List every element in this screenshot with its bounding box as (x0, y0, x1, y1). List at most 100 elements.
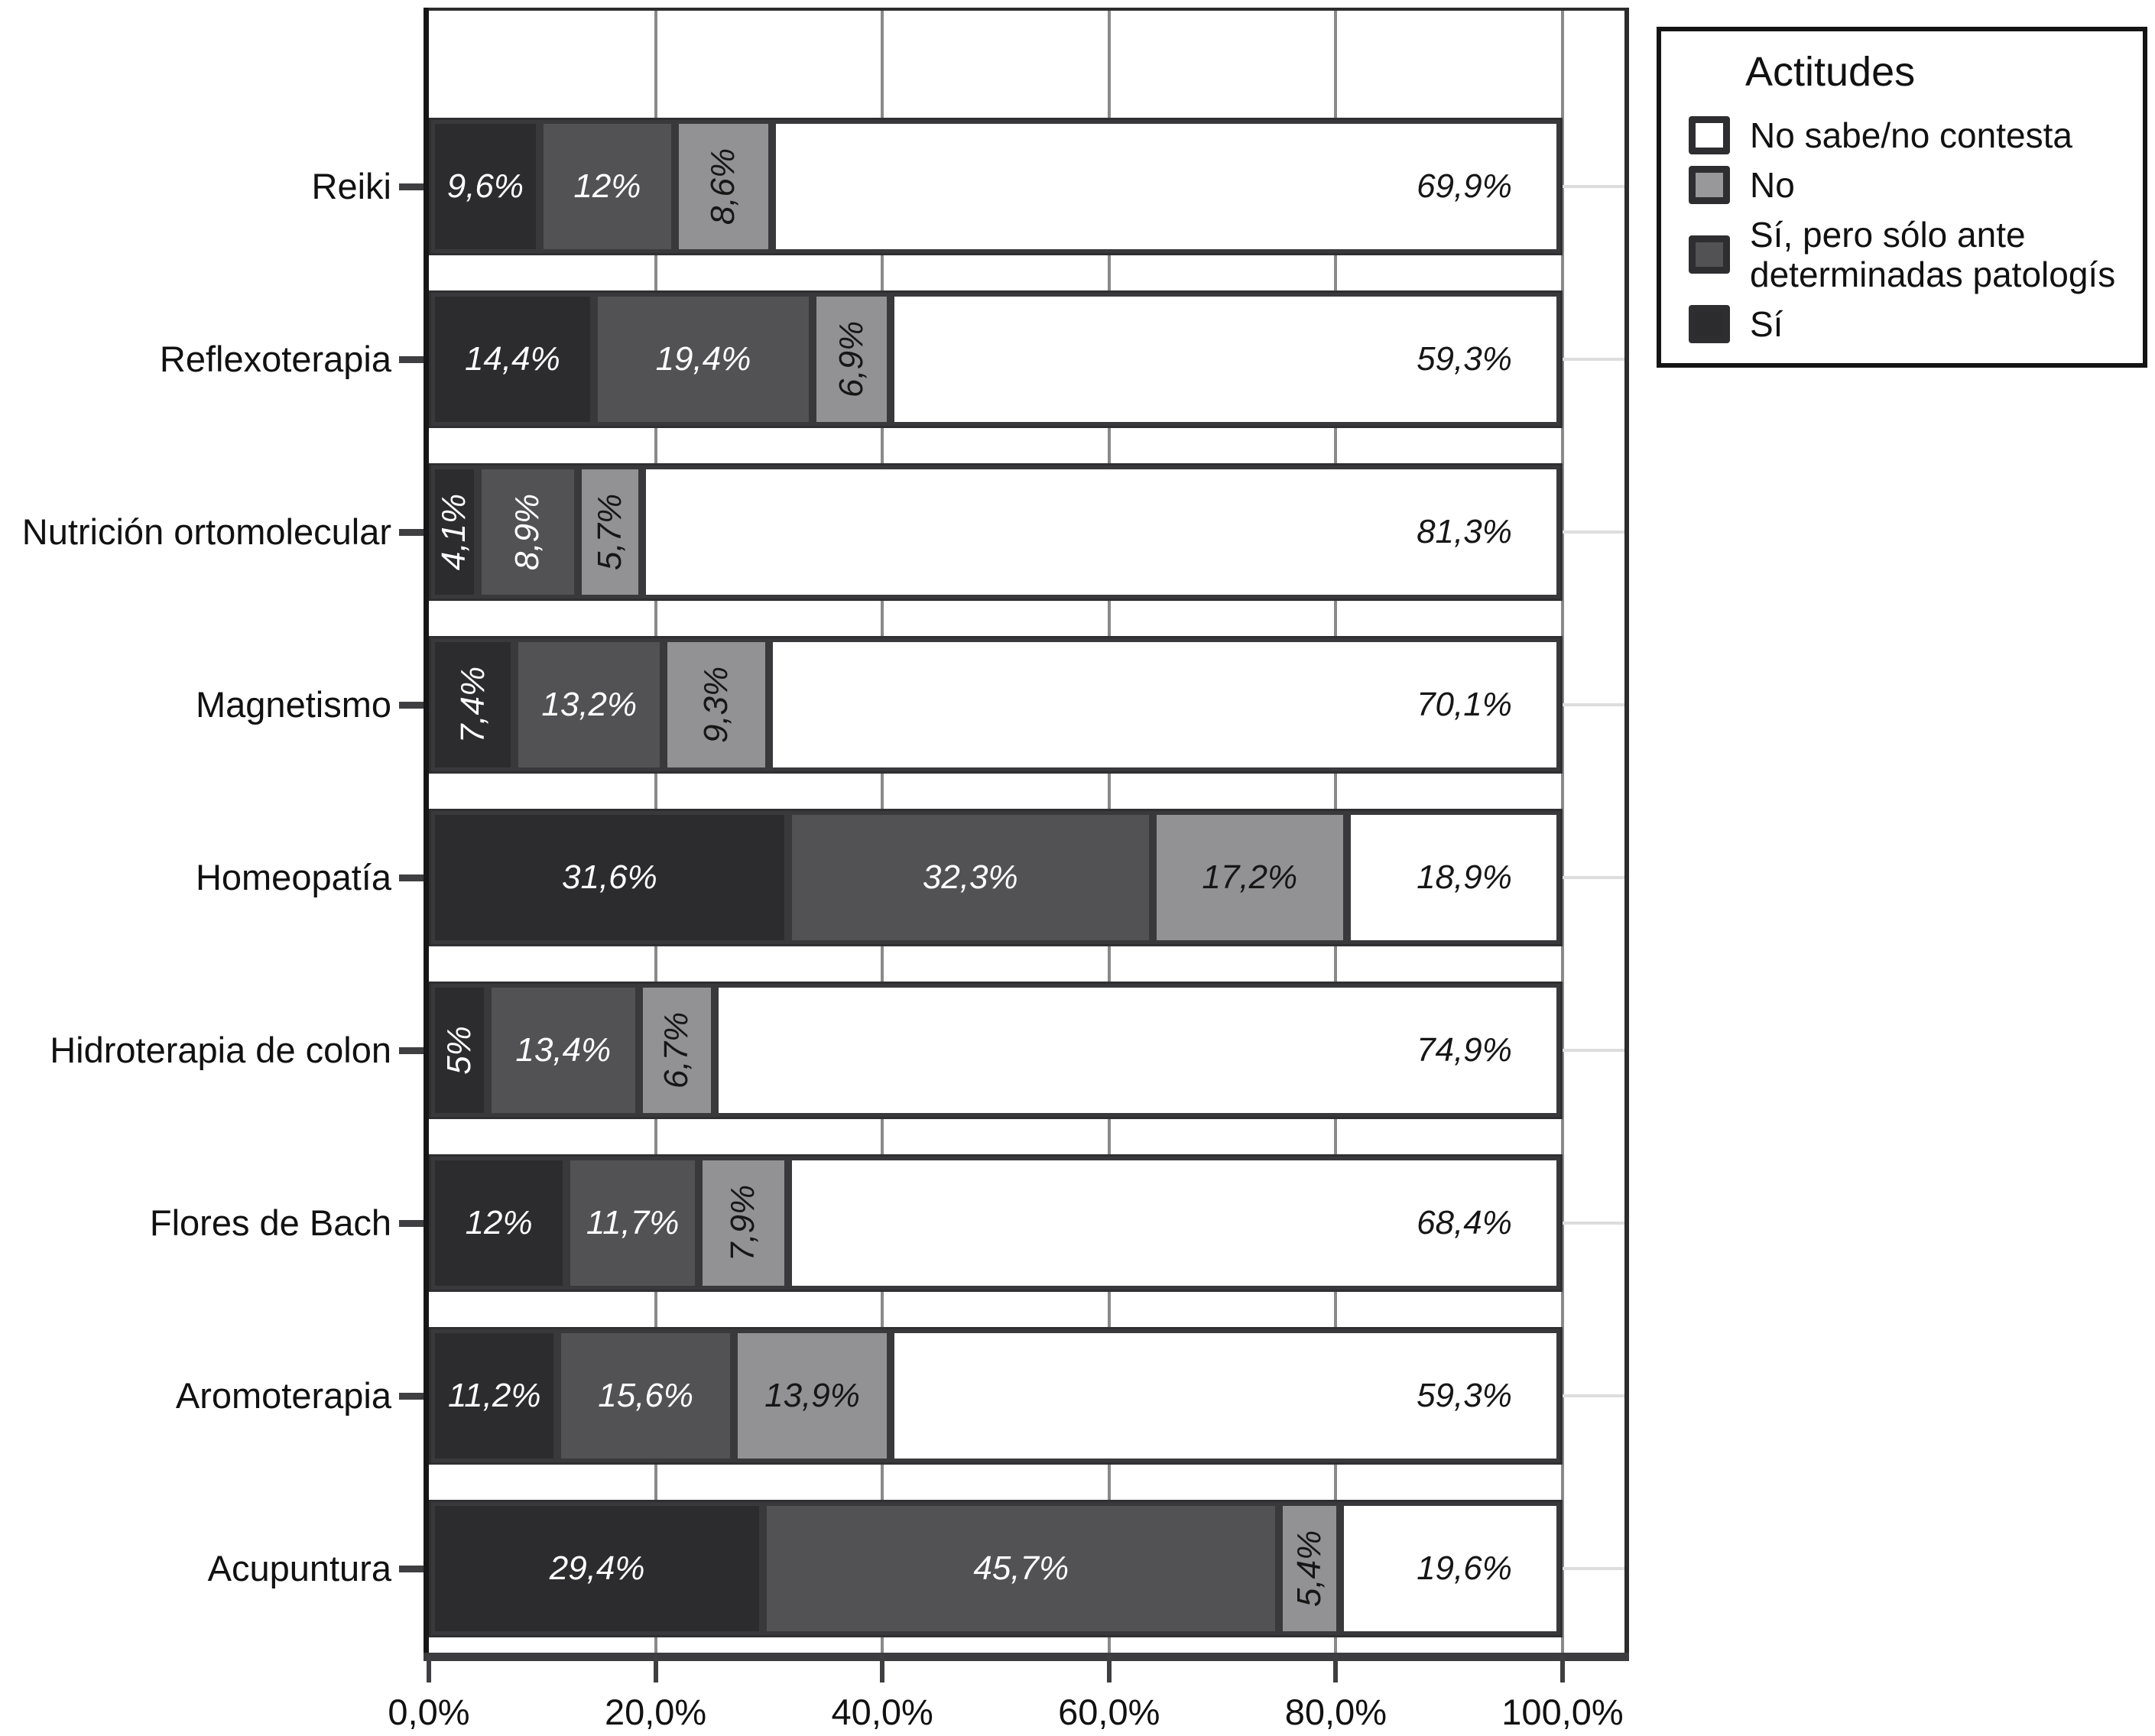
y-tick (399, 874, 424, 881)
x-tick-0-percent (427, 1655, 431, 1682)
plot-area: 9,6% 12% 8,6% 69,9% 14,4% 19,4% 6,9% 59,3% 4,1% 8… (429, 8, 1629, 1653)
legend-swatch-no-sabe-no-contesta (1689, 116, 1730, 154)
segment-value-label: 6,7% (657, 1011, 696, 1089)
segment-value-label: 11,2% (447, 1377, 541, 1414)
segment-value-label: 17,2% (1202, 858, 1298, 896)
segment-value-label: 19,4% (655, 340, 751, 378)
legend-label: Sí (1750, 304, 1783, 344)
segment-si-nutricion-ortomolecular: 4,1% (431, 466, 478, 599)
y-tick (399, 702, 424, 709)
segment-value-label: 9,3% (696, 666, 735, 744)
segment-value-label: 29,4% (549, 1549, 645, 1587)
segment-nsnc-nutricion-ortomolecular (642, 466, 1560, 599)
legend-label: No (1750, 165, 1795, 205)
segment-value-label: 81,3% (1417, 513, 1512, 550)
row-hairline (1563, 358, 1624, 361)
segment-no-acupuntura: 5,4% (1279, 1502, 1340, 1635)
segment-value-label: 14,4% (464, 340, 560, 378)
segment-nsnc-reiki (772, 120, 1560, 253)
y-tick (399, 529, 424, 536)
segment-si-reiki: 9,6% (431, 120, 540, 253)
legend-item-si-solo-determinadas: Sí, pero sólo ante determinadas patologí… (1689, 215, 2129, 294)
x-tick-20-percent (653, 1655, 658, 1682)
segment-value-label: 7,4% (453, 666, 492, 744)
segment-nsnc-flores-de-bach (787, 1157, 1560, 1290)
row-hairline (1563, 531, 1624, 534)
category-label-magnetismo: Magnetismo (196, 684, 391, 725)
y-tick (399, 1393, 424, 1400)
segment-si-solo-reflexoterapia: 19,4% (593, 293, 813, 426)
x-tick-label-0-percent: 0,0% (388, 1692, 470, 1732)
legend-swatch-no (1689, 166, 1730, 204)
segment-value-label: 70,1% (1417, 686, 1512, 723)
segment-value-label: 7,9% (724, 1184, 762, 1262)
segment-value-label: 8,9% (508, 493, 547, 571)
y-tick (399, 1047, 424, 1054)
row-hairline (1563, 185, 1624, 188)
segment-value-label: 59,3% (1417, 1377, 1512, 1414)
segment-si-solo-acupuntura: 45,7% (763, 1502, 1280, 1635)
segment-si-solo-aromoterapia: 15,6% (557, 1329, 734, 1462)
category-label-aromoterapia: Aromoterapia (175, 1375, 391, 1416)
segment-no-magnetismo: 9,3% (664, 638, 769, 771)
segment-value-label: 18,9% (1417, 858, 1512, 896)
segment-no-homeopatia: 17,2% (1152, 811, 1347, 944)
bar-flores-de-bach: 12% 11,7% 7,9% 68,4% (429, 1154, 1563, 1292)
segment-value-label: 68,4% (1417, 1204, 1512, 1241)
segment-value-label: 13,4% (515, 1031, 612, 1069)
segment-value-label: 5,7% (591, 493, 629, 571)
segment-no-hidroterapia-de-colon: 6,7% (638, 984, 715, 1117)
segment-si-solo-magnetismo: 13,2% (514, 638, 664, 771)
legend-label: No sabe/no contesta (1750, 115, 2072, 155)
legend-item-si: Sí (1689, 304, 2129, 344)
segment-value-label: 31,6% (561, 858, 657, 896)
segment-value-label: 12% (573, 167, 641, 205)
legend-label: Sí, pero sólo ante determinadas patologí… (1750, 215, 2116, 294)
segment-no-nutricion-ortomolecular: 5,7% (577, 466, 643, 599)
bar-acupuntura: 29,4% 45,7% 5,4% 19,6% (429, 1500, 1563, 1637)
row-hairline (1563, 876, 1624, 879)
segment-si-solo-nutricion-ortomolecular: 8,9% (477, 466, 578, 599)
y-tick (399, 183, 424, 190)
segment-value-label: 5% (440, 1026, 478, 1075)
segment-si-reflexoterapia: 14,4% (431, 293, 594, 426)
legend: Actitudes No sabe/no contesta No Sí, per… (1657, 27, 2147, 368)
segment-nsnc-homeopatia (1346, 811, 1560, 944)
x-tick-label-100-percent: 100,0% (1501, 1692, 1624, 1732)
bar-magnetismo: 7,4% 13,2% 9,3% 70,1% (429, 636, 1563, 774)
x-tick-100-percent (1560, 1655, 1565, 1682)
segment-value-label: 11,7% (586, 1204, 680, 1241)
bar-reiki: 9,6% 12% 8,6% 69,9% (429, 118, 1563, 255)
category-label-homeopatia: Homeopatía (195, 857, 391, 897)
segment-value-label: 8,6% (704, 148, 742, 226)
segment-value-label: 12% (465, 1204, 533, 1241)
bar-hidroterapia-de-colon: 5% 13,4% 6,7% 74,9% (429, 982, 1563, 1119)
row-hairline (1563, 1394, 1624, 1397)
x-axis-line (424, 1653, 1629, 1661)
legend-item-no: No (1689, 165, 2129, 205)
segment-si-homeopatia: 31,6% (431, 811, 788, 944)
segment-no-reiki: 8,6% (675, 120, 773, 253)
row-hairline (1563, 1567, 1624, 1570)
legend-swatch-si-solo-determinadas (1689, 235, 1730, 274)
gridline-100-percent (1561, 11, 1564, 1653)
bar-aromoterapia: 11,2% 15,6% 13,9% 59,3% (429, 1327, 1563, 1465)
segment-value-label: 32,3% (922, 858, 1018, 896)
segment-nsnc-hidroterapia-de-colon (714, 984, 1560, 1117)
segment-nsnc-acupuntura (1339, 1502, 1560, 1635)
segment-value-label: 13,9% (764, 1377, 860, 1414)
segment-nsnc-aromoterapia (891, 1329, 1560, 1462)
x-tick-label-40-percent: 40,0% (831, 1692, 933, 1732)
bar-nutricion-ortomolecular: 4,1% 8,9% 5,7% 81,3% (429, 463, 1563, 601)
y-axis-line (424, 8, 430, 1661)
legend-swatch-si (1689, 305, 1730, 343)
category-label-reiki: Reiki (311, 166, 391, 206)
x-tick-label-60-percent: 60,0% (1058, 1692, 1160, 1732)
segment-value-label: 19,6% (1417, 1549, 1512, 1587)
category-label-hidroterapia-de-colon: Hidroterapia de colon (50, 1030, 391, 1070)
y-tick (399, 1566, 424, 1572)
segment-si-hidroterapia-de-colon: 5% (431, 984, 488, 1117)
x-tick-label-80-percent: 80,0% (1284, 1692, 1387, 1732)
row-hairline (1563, 703, 1624, 706)
